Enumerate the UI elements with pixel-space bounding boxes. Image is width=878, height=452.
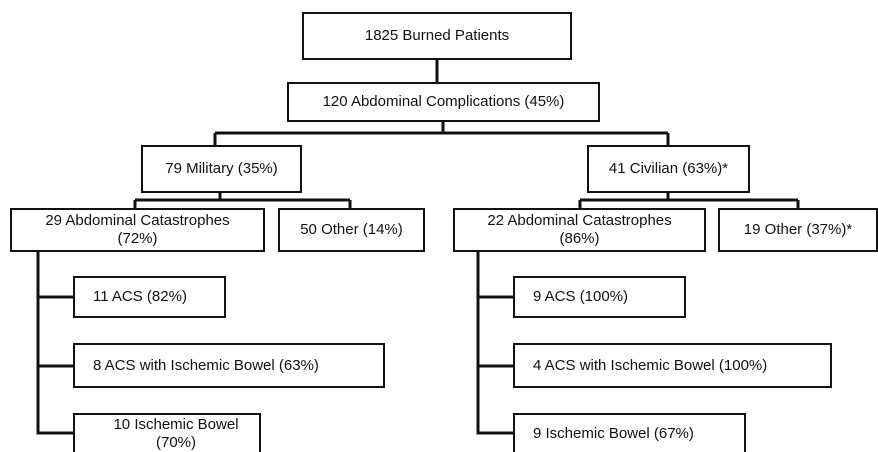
node-label: 29 Abdominal Catastrophes xyxy=(45,212,230,229)
node: 4 ACS with Ischemic Bowel (100%) xyxy=(513,343,832,388)
node-label: (86%) xyxy=(559,230,600,247)
node-label: 9 ACS (100%) xyxy=(533,288,629,305)
node: 19 Other (37%)* xyxy=(718,208,878,252)
node: 50 Other (14%) xyxy=(278,208,425,252)
node-label: 41 Civilian (63%)* xyxy=(608,160,729,177)
node-label: 50 Other (14%) xyxy=(300,221,403,238)
node-label: 9 Ischemic Bowel (67%) xyxy=(533,425,694,442)
node: 79 Military (35%) xyxy=(141,145,302,193)
node-label: 19 Other (37%)* xyxy=(743,221,853,238)
connector xyxy=(476,252,513,435)
connector xyxy=(36,252,73,435)
node: 9 Ischemic Bowel (67%) xyxy=(513,413,746,452)
node: 11 ACS (82%) xyxy=(73,276,226,318)
node-label: 79 Military (35%) xyxy=(165,160,278,177)
node-label: 120 Abdominal Complications (45%) xyxy=(322,93,565,110)
node-label: 11 ACS (82%) xyxy=(93,288,187,305)
node: 10 Ischemic Bowel (70%) xyxy=(73,413,261,452)
node: 120 Abdominal Complications (45%) xyxy=(287,82,600,122)
node: 29 Abdominal Catastrophes (72%) xyxy=(10,208,265,252)
node: 8 ACS with Ischemic Bowel (63%) xyxy=(73,343,385,388)
node-label: 10 Ischemic Bowel (70%) xyxy=(113,416,239,451)
node: 41 Civilian (63%)* xyxy=(587,145,750,193)
node-label: 1825 Burned Patients xyxy=(364,27,510,44)
node: 1825 Burned Patients xyxy=(302,12,572,60)
node: 22 Abdominal Catastrophes (86%) xyxy=(453,208,706,252)
node-label: (72%) xyxy=(117,230,158,247)
node-label: 4 ACS with Ischemic Bowel (100%) xyxy=(533,356,768,374)
node-label: 8 ACS with Ischemic Bowel (63%) xyxy=(93,356,319,374)
node-label: 22 Abdominal Catastrophes xyxy=(487,212,672,229)
node: 9 ACS (100%) xyxy=(513,276,686,318)
